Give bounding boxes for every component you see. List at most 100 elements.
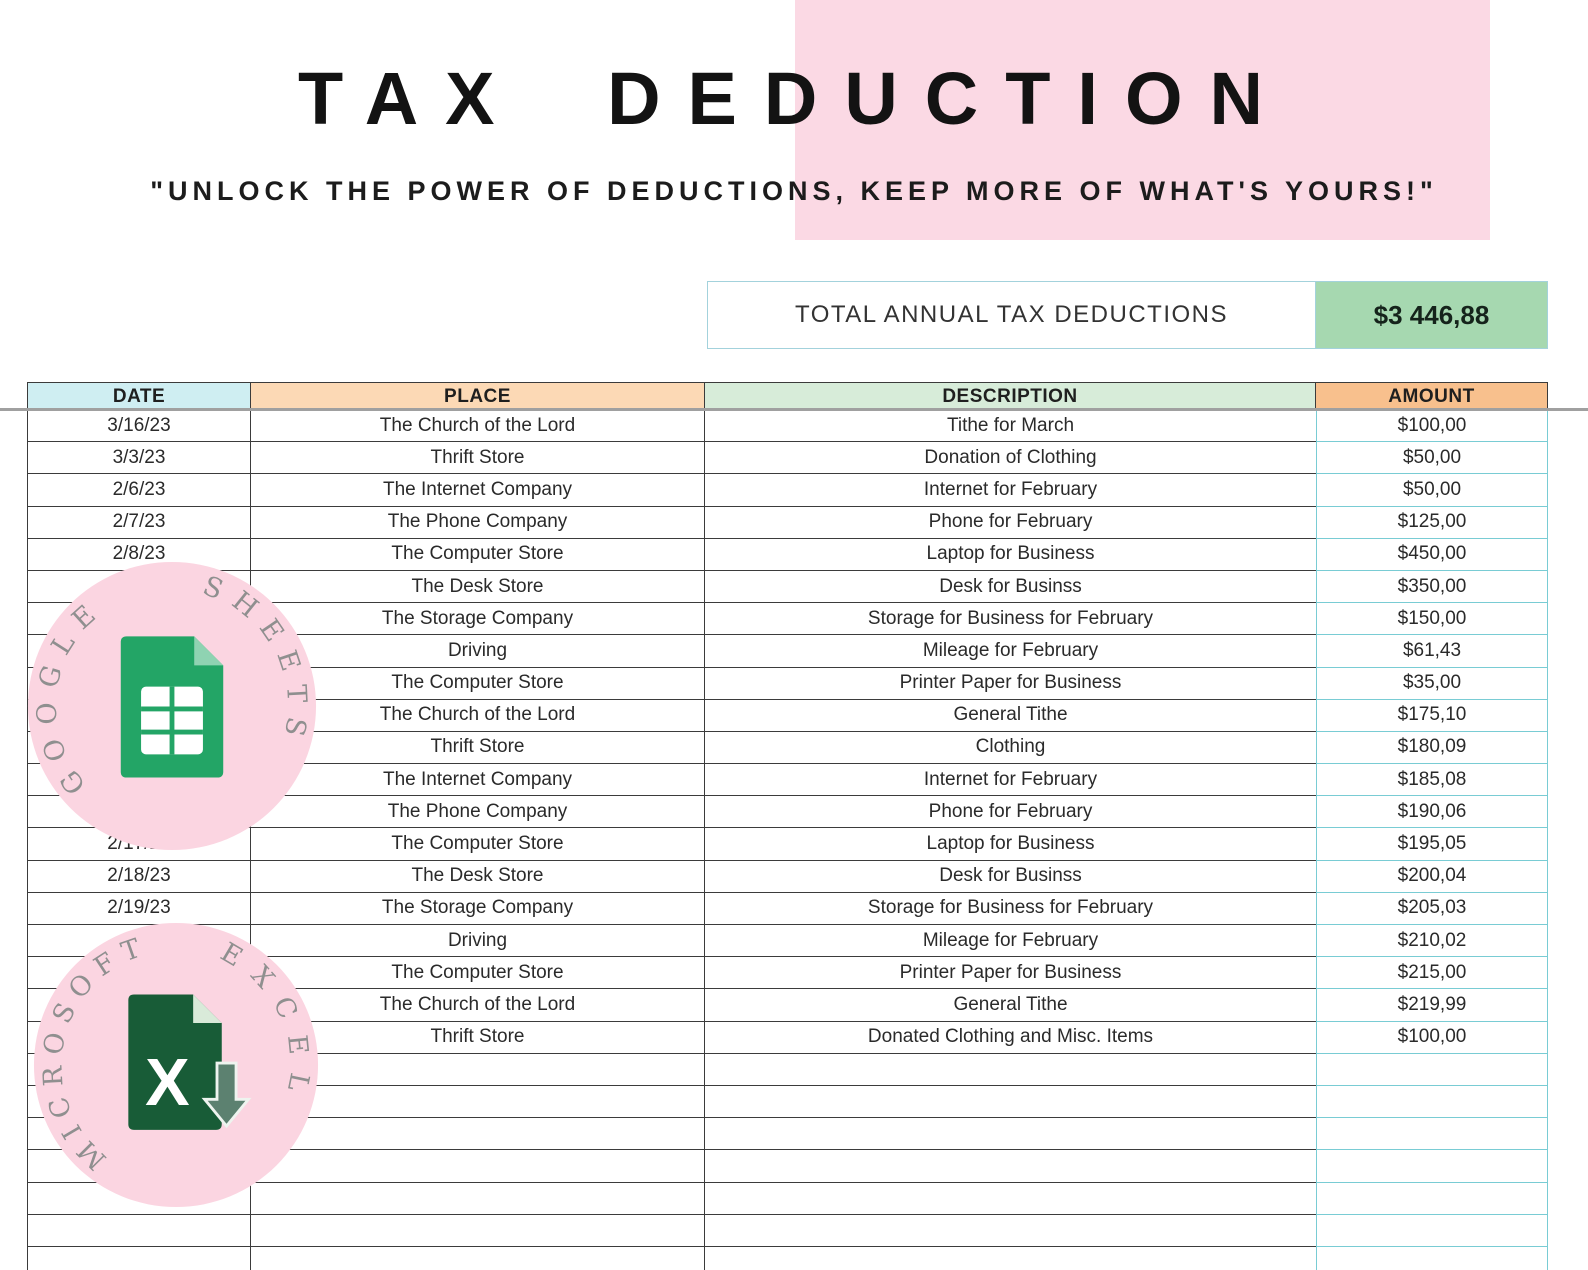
total-deductions-box: TOTAL ANNUAL TAX DEDUCTIONS $3 446,88	[707, 281, 1548, 349]
deductions-table: DATE PLACE DESCRIPTION AMOUNT 3/16/23 The…	[27, 382, 1548, 1270]
cell-place	[251, 1182, 705, 1215]
cell-place: Driving	[251, 925, 705, 958]
cell-date: 2/6/23	[27, 474, 251, 507]
cell-amount	[1316, 1214, 1548, 1247]
cell-description: Desk for Businss	[705, 571, 1316, 604]
cell-amount: $219,99	[1316, 989, 1548, 1022]
cell-amount: $215,00	[1316, 957, 1548, 990]
cell-place: The Phone Company	[251, 796, 705, 829]
cell-description	[705, 1247, 1316, 1270]
cell-place	[251, 1085, 705, 1119]
cell-amount: $180,09	[1316, 731, 1548, 765]
table-row: 2/18/23 The Desk Store Desk for Businss $20…	[27, 860, 1548, 893]
table-row: 2/7/23 The Phone Company Phone for Februar…	[27, 506, 1548, 539]
cell-description: General Tithe	[705, 700, 1316, 732]
cell-amount	[1316, 1085, 1548, 1119]
cell-place: The Phone Company	[251, 506, 705, 539]
cell-amount: $205,03	[1316, 892, 1548, 925]
cell-place: The Storage Company	[251, 603, 705, 636]
cell-description: Clothing	[705, 732, 1316, 765]
google-sheets-icon	[120, 636, 224, 778]
cell-amount: $150,00	[1316, 603, 1548, 636]
cell-description	[705, 1086, 1316, 1119]
cell-description: Laptop for Business	[705, 539, 1316, 571]
cell-place: The Church of the Lord	[251, 410, 705, 443]
table-row: The Church of the Lord General Tithe $175,…	[27, 699, 1548, 732]
cell-amount	[1316, 1118, 1548, 1151]
cell-description	[705, 1183, 1316, 1215]
cell-description: General Tithe	[705, 989, 1316, 1022]
cell-description: Mileage for February	[705, 925, 1316, 958]
cell-amount	[1316, 1150, 1548, 1183]
cell-description: Laptop for Business	[705, 828, 1316, 861]
cell-place	[251, 1118, 705, 1151]
cell-description: Desk for Businss	[705, 861, 1316, 893]
table-row: 3/16/23 The Church of the Lord Tithe for M…	[27, 410, 1548, 443]
cell-place: The Desk Store	[251, 570, 705, 604]
cell-place: The Church of the Lord	[251, 699, 705, 732]
cell-description	[705, 1215, 1316, 1247]
excel-icon: X	[128, 994, 252, 1130]
cell-place: The Storage Company	[251, 892, 705, 925]
cell-description: Donation of Clothing	[705, 442, 1316, 475]
cell-amount	[1316, 1182, 1548, 1215]
cell-date	[27, 1182, 251, 1215]
cell-description: Printer Paper for Business	[705, 957, 1316, 990]
page-fold	[194, 636, 224, 666]
cell-description: Storage for Business for February	[705, 893, 1316, 925]
download-arrow-icon	[201, 1061, 252, 1129]
cell-description: Internet for February	[705, 764, 1316, 797]
cell-place: The Internet Company	[251, 474, 705, 507]
table-row: The Desk Store Desk for Businss $350,00	[27, 570, 1548, 604]
table-row: 2/19/23 The Storage Company Storage for Bu…	[27, 892, 1548, 925]
table-row: Driving Mileage for February $210,02	[27, 925, 1548, 958]
table-row: The Internet Company Internet for Februar…	[27, 764, 1548, 797]
cell-amount: $190,06	[1316, 796, 1548, 829]
cell-place: Thrift Store	[251, 1021, 705, 1054]
header-divider-line	[0, 408, 1588, 411]
pink-accent-block	[795, 0, 1490, 240]
cell-place	[251, 1053, 705, 1086]
cell-amount: $125,00	[1316, 506, 1548, 539]
cell-amount: $185,08	[1316, 764, 1548, 797]
column-header-place: PLACE	[251, 382, 705, 410]
cell-description: Phone for February	[705, 507, 1316, 539]
cell-date: 2/18/23	[27, 860, 251, 893]
cell-date: 2/7/23	[27, 506, 251, 539]
cell-place: The Computer Store	[251, 828, 705, 861]
total-deductions-value: $3 446,88	[1315, 282, 1547, 348]
cell-place: The Internet Company	[251, 764, 705, 797]
cell-amount: $50,00	[1316, 442, 1548, 475]
cell-place: Thrift Store	[251, 731, 705, 765]
table-row: The Computer Store Printer Paper for Busi…	[27, 667, 1548, 700]
table-row	[27, 1214, 1548, 1247]
cell-date: 3/3/23	[27, 442, 251, 475]
cell-description: Tithe for March	[705, 410, 1316, 443]
cell-place: The Computer Store	[251, 538, 705, 571]
cell-place: Driving	[251, 635, 705, 668]
table-row: The Computer Store Printer Paper for Busi…	[27, 957, 1548, 990]
table-row: 2/8/23 The Computer Store Laptop for Busin…	[27, 538, 1548, 571]
cell-description: Printer Paper for Business	[705, 668, 1316, 700]
table-row: 3/3/23 Thrift Store Donation of Clothing $5…	[27, 442, 1548, 475]
table-row: Driving Mileage for February $61,43	[27, 635, 1548, 668]
table-row: The Storage Company Storage for Business …	[27, 603, 1548, 636]
cell-description: Donated Clothing and Misc. Items	[705, 1022, 1316, 1054]
cell-amount: $450,00	[1316, 538, 1548, 571]
cell-date: 2/19/23	[27, 892, 251, 925]
cell-amount: $175,10	[1316, 699, 1548, 732]
table-row: The Phone Company Phone for February $190,…	[27, 796, 1548, 829]
cell-description	[705, 1150, 1316, 1183]
cell-date	[27, 1246, 251, 1270]
cell-date	[27, 1214, 251, 1247]
cell-place	[251, 1150, 705, 1183]
cell-place: The Computer Store	[251, 957, 705, 990]
cell-date: 3/16/23	[27, 410, 251, 443]
cell-place	[251, 1246, 705, 1270]
table-row	[27, 1182, 1548, 1215]
cell-amount: $210,02	[1316, 925, 1548, 958]
page-title: TAX DEDUCTION	[298, 57, 1290, 140]
column-header-date: DATE	[27, 382, 251, 410]
table-row: The Church of the Lord General Tithe $219,…	[27, 989, 1548, 1022]
